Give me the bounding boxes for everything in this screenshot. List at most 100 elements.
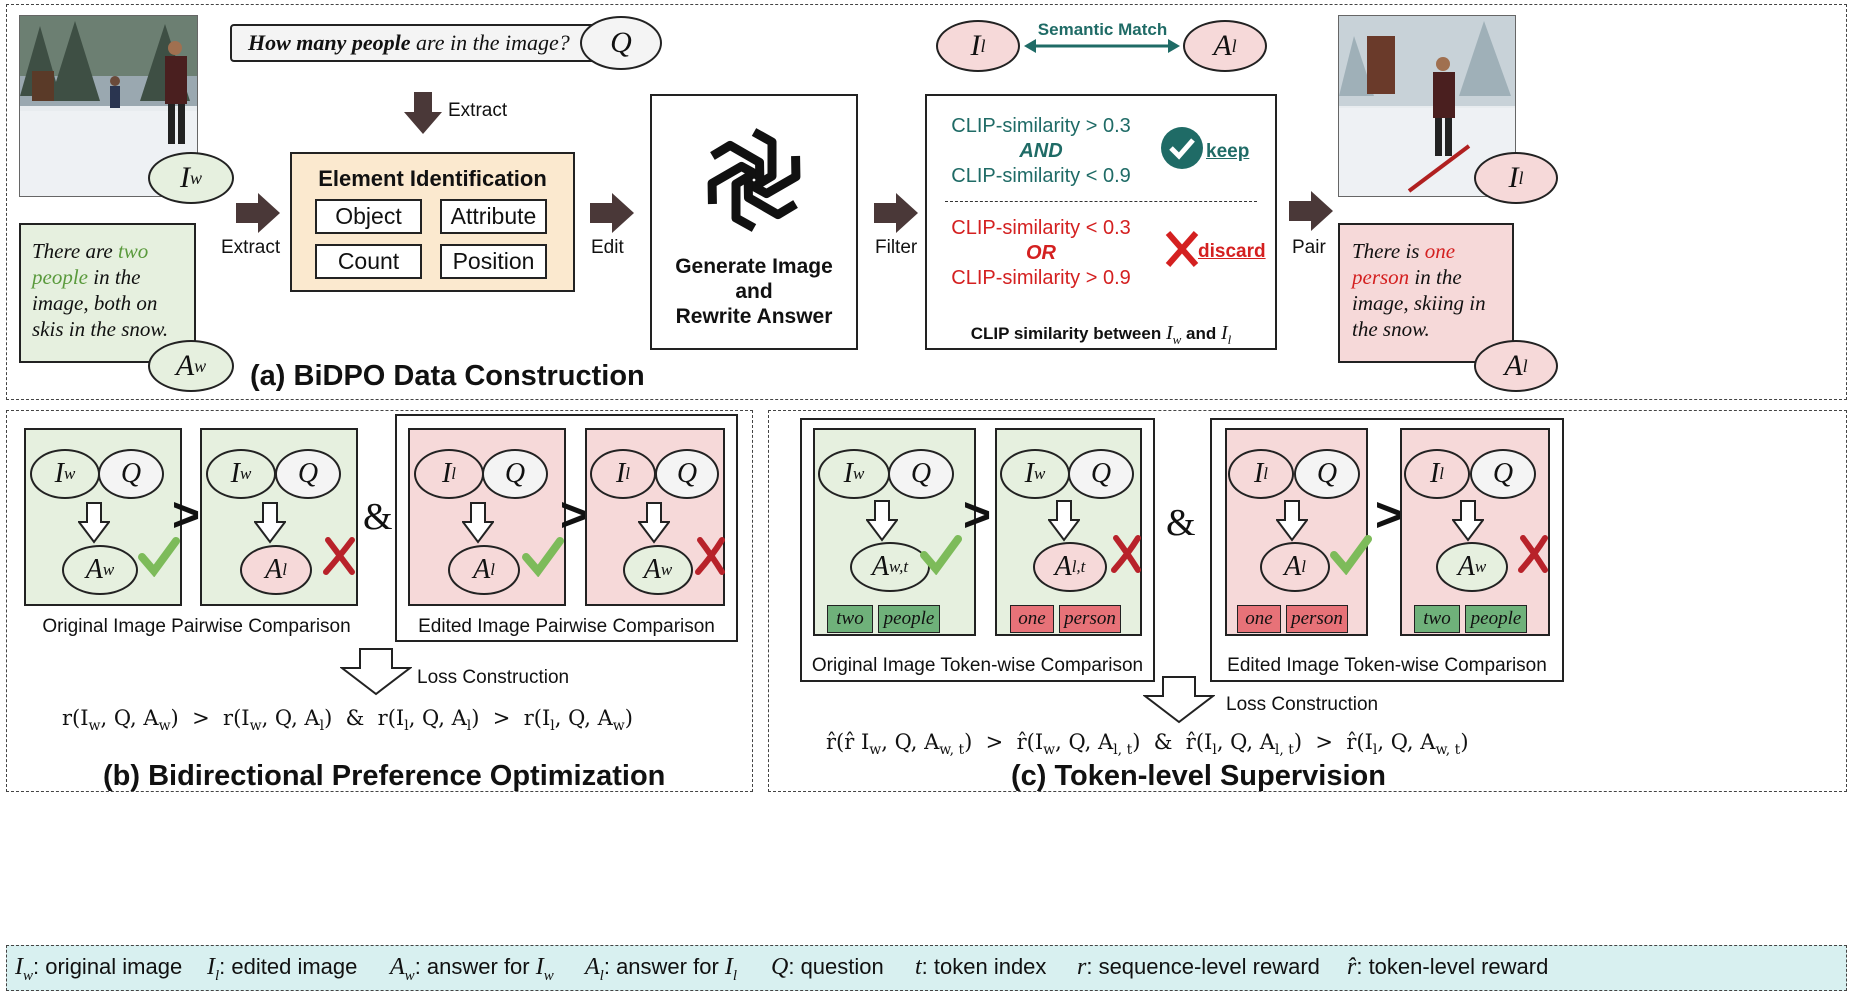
discard-cond-2: CLIP-similarity > 0.9 bbox=[951, 267, 1131, 289]
c-ampersand: & bbox=[1166, 502, 1196, 544]
extract-top-label: Extract bbox=[448, 100, 508, 121]
question-ellipse: Q bbox=[580, 16, 662, 70]
b4-question: Q bbox=[655, 449, 719, 499]
extract-right-arrow bbox=[236, 193, 280, 233]
b1-down-arrow bbox=[78, 502, 110, 544]
legend-item-r: r: sequence-level reward bbox=[1077, 954, 1320, 980]
c3-question: Q bbox=[1294, 449, 1360, 499]
generate-line-1: Generate Image bbox=[675, 255, 833, 278]
semantic-match-arrow bbox=[1024, 39, 1180, 53]
answer-w-text: There are two people in the image, both … bbox=[32, 239, 169, 341]
b4-down-arrow bbox=[638, 502, 670, 544]
edited-photo bbox=[1338, 15, 1516, 197]
keep-cond-2: CLIP-similarity < 0.9 bbox=[951, 165, 1131, 187]
b-formula: r(Iw, Q, Aw) > r(Iw, Q, Al) & r(Il, Q, A… bbox=[62, 706, 633, 735]
legend-bar: Iw: original image Il: edited image Aw: … bbox=[6, 945, 1847, 991]
edit-label: Edit bbox=[591, 237, 624, 258]
c-caption-edited: Edited Image Token-wise Comparison bbox=[1227, 655, 1547, 676]
filter-label: Filter bbox=[875, 237, 918, 258]
b2-cross-icon bbox=[323, 537, 355, 575]
filter-arrow bbox=[874, 193, 918, 233]
legend-item-il: Il: edited image bbox=[207, 954, 358, 984]
b-loss-label: Loss Construction bbox=[417, 667, 570, 688]
panel-c-title: (c) Token-level Supervision bbox=[1011, 760, 1386, 792]
c3-token-one: one bbox=[1237, 605, 1281, 633]
c-loss-label: Loss Construction bbox=[1226, 694, 1379, 715]
openai-logo-icon bbox=[707, 128, 801, 232]
panel-b-title: (b) Bidirectional Preference Optimizatio… bbox=[103, 760, 666, 792]
legend-item-al: Al: answer for Il bbox=[585, 954, 738, 984]
edit-arrow bbox=[590, 193, 634, 233]
c-caption-original: Original Image Token-wise Comparison bbox=[811, 655, 1144, 676]
b3-down-arrow bbox=[462, 502, 494, 544]
c3-check-icon bbox=[1330, 535, 1372, 575]
b2-question: Q bbox=[275, 449, 341, 499]
b-caption-original: Original Image Pairwise Comparison bbox=[42, 616, 351, 637]
c-greater-1: > bbox=[963, 489, 992, 542]
b2-down-arrow bbox=[254, 502, 286, 544]
c4-cross-icon bbox=[1518, 535, 1548, 573]
answer-l-box bbox=[1338, 223, 1514, 363]
extract-left-label: Extract bbox=[221, 237, 281, 258]
c1-down-arrow bbox=[866, 500, 898, 542]
legend-item-aw: Aw: answer for Iw bbox=[390, 954, 554, 984]
legend-item-q: Q: question bbox=[771, 954, 884, 980]
c1-question: Q bbox=[888, 449, 954, 499]
question-box bbox=[230, 24, 615, 62]
c1-token-people: people bbox=[878, 605, 940, 633]
clip-caption: CLIP similarity between Iw and Il bbox=[970, 322, 1232, 347]
b1-check-icon bbox=[138, 537, 180, 577]
panel-a-border bbox=[6, 4, 1847, 400]
c-formula: r̂(r̂ Iw, Q, Aw, t) > r̂(Iw, Q, Al, t) &… bbox=[826, 730, 1469, 759]
generate-line-2: and bbox=[735, 280, 773, 303]
discard-cond-1: CLIP-similarity < 0.3 bbox=[951, 217, 1131, 239]
discard-label: discard bbox=[1198, 241, 1266, 262]
c3-token-person: person bbox=[1286, 605, 1348, 633]
c4-down-arrow bbox=[1452, 500, 1484, 542]
answer-w-box bbox=[19, 223, 196, 363]
element-identification-title: Element Identification bbox=[318, 166, 547, 191]
panel-b-border bbox=[6, 410, 753, 792]
generate-line-3: Rewrite Answer bbox=[675, 305, 833, 328]
c2-token-one: one bbox=[1010, 605, 1054, 633]
c2-token-person: person bbox=[1059, 605, 1121, 633]
legend-item-iw: Iw: original image bbox=[15, 954, 183, 984]
c-greater-2: > bbox=[1375, 489, 1404, 542]
semantic-match-label: Semantic Match bbox=[1037, 20, 1168, 39]
answer-l-text: There is one person in the image, skiing… bbox=[1352, 239, 1486, 341]
panel-a-title: (a) BiDPO Data Construction bbox=[250, 360, 645, 392]
b-greater-1: > bbox=[172, 489, 201, 542]
question-text: How many people are in the image? bbox=[248, 30, 570, 55]
keep-label: keep bbox=[1206, 141, 1250, 162]
c4-token-two: two bbox=[1414, 605, 1460, 633]
filter-box bbox=[925, 94, 1277, 350]
c2-question: Q bbox=[1068, 449, 1134, 499]
pair-arrow bbox=[1289, 191, 1333, 231]
element-count: Count bbox=[315, 244, 422, 279]
pair-label: Pair bbox=[1292, 237, 1326, 258]
b3-check-icon bbox=[522, 537, 564, 577]
discard-or: OR bbox=[1026, 242, 1056, 264]
b4-cross-icon bbox=[695, 537, 725, 575]
b-caption-edited: Edited Image Pairwise Comparison bbox=[418, 616, 715, 637]
c3-down-arrow bbox=[1276, 500, 1308, 542]
c4-token-people: people bbox=[1465, 605, 1527, 633]
